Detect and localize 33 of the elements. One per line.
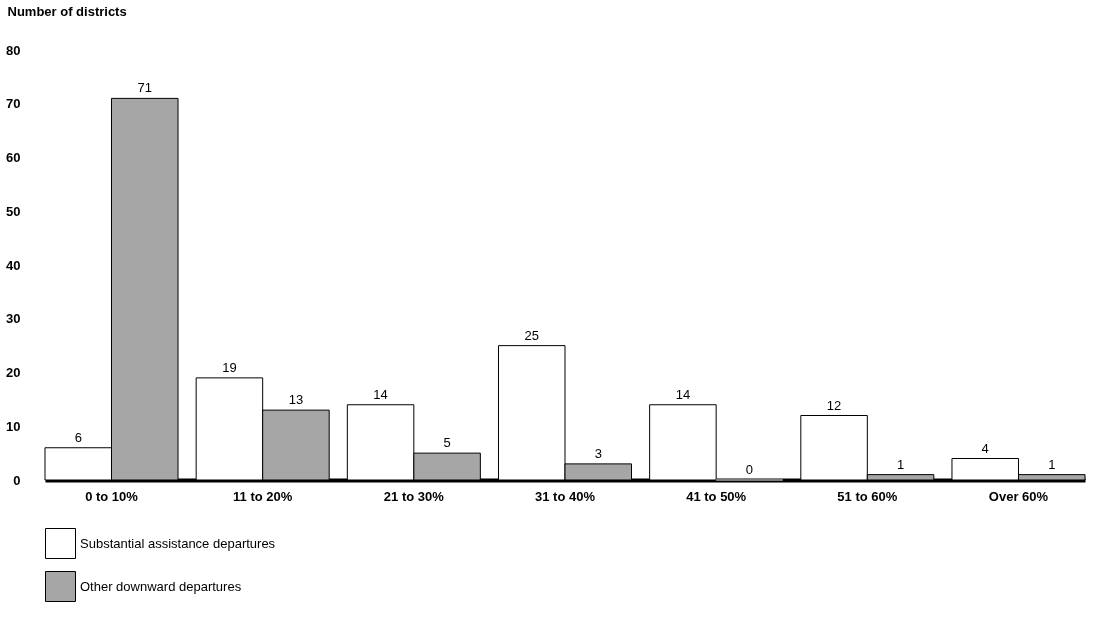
data-label: 5 <box>443 435 451 451</box>
y-tick-label: 30 <box>6 311 21 327</box>
data-label: 13 <box>288 392 304 408</box>
y-tick-label: 20 <box>6 365 21 380</box>
x-tick-label: 21 to 30% <box>383 488 445 504</box>
y-tick-label: 70 <box>6 96 21 112</box>
y-axis-title: Number of districts <box>7 3 127 19</box>
x-tick-label: 51 to 60% <box>837 488 898 504</box>
x-tick-label: Over 60% <box>988 488 1049 504</box>
y-tick-label: 60 <box>6 150 21 165</box>
x-tick-label: 0 to 10% <box>85 488 139 504</box>
data-label: 1 <box>1048 456 1056 472</box>
x-tick-label: 41 to 50% <box>686 488 747 504</box>
y-tick-label: 80 <box>6 42 21 58</box>
y-tick-label: 10 <box>6 418 21 434</box>
y-tick-label: 0 <box>13 472 21 488</box>
legend-label: Substantial assistance departures <box>80 535 276 551</box>
legend-label: Other downward departures <box>80 578 242 594</box>
data-label: 14 <box>675 386 691 402</box>
data-label: 3 <box>594 445 602 461</box>
data-label: 19 <box>222 359 237 375</box>
data-label: 0 <box>745 462 754 477</box>
x-tick-label: 31 to 40% <box>535 488 596 504</box>
data-label: 14 <box>373 386 388 402</box>
data-label: 71 <box>137 80 152 96</box>
data-label: 4 <box>981 440 989 456</box>
data-label: 25 <box>524 327 539 343</box>
x-tick-label: 11 to 20% <box>233 488 293 504</box>
data-label: 12 <box>826 397 842 413</box>
y-tick-label: 40 <box>6 257 21 273</box>
data-label: 6 <box>74 429 82 445</box>
y-tick-label: 50 <box>6 203 21 219</box>
data-label: 1 <box>896 456 905 472</box>
